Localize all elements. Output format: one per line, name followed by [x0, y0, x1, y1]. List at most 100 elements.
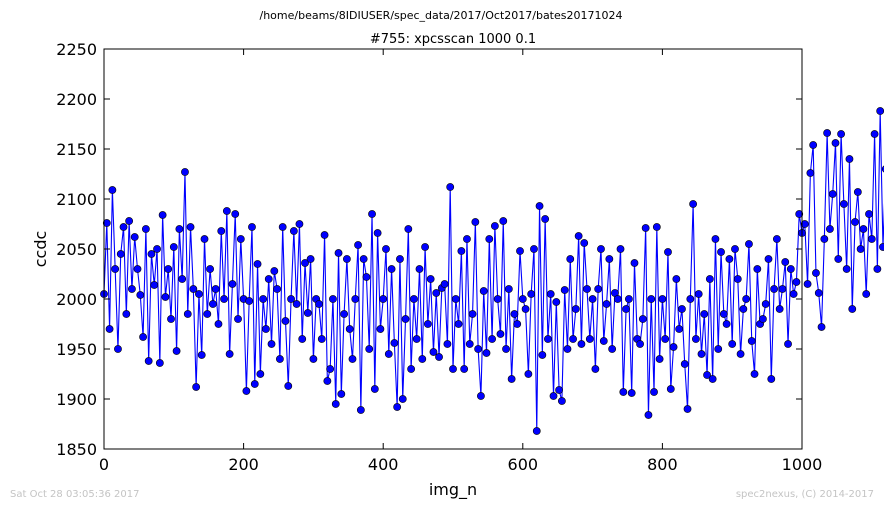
- data-point: [303, 309, 312, 317]
- data-point: [521, 305, 530, 313]
- data-point: [826, 225, 834, 233]
- data-point: [527, 290, 536, 298]
- data-point: [351, 295, 360, 303]
- data-point: [440, 280, 449, 288]
- data-point: [747, 337, 756, 345]
- y-tick-label: 2000: [56, 290, 97, 309]
- data-point: [220, 295, 228, 303]
- data-point: [507, 375, 516, 383]
- data-point: [454, 320, 463, 328]
- data-point: [870, 130, 879, 138]
- data-point: [289, 227, 298, 235]
- data-point: [806, 169, 815, 177]
- data-point: [496, 330, 505, 338]
- data-point: [532, 427, 541, 435]
- data-point: [683, 405, 692, 413]
- data-point: [764, 255, 773, 263]
- data-point: [650, 388, 658, 396]
- data-point: [387, 265, 396, 273]
- data-point: [616, 245, 625, 253]
- data-point: [530, 245, 538, 253]
- data-point: [295, 220, 304, 228]
- data-point: [834, 255, 843, 263]
- data-point: [557, 397, 566, 405]
- data-point: [192, 383, 201, 391]
- data-point: [703, 371, 711, 379]
- data-point: [482, 349, 491, 357]
- data-point: [301, 259, 309, 267]
- data-point: [178, 275, 187, 283]
- x-tick-label: 200: [228, 455, 259, 474]
- data-point: [108, 186, 117, 194]
- data-point: [384, 350, 393, 358]
- data-point: [544, 335, 552, 343]
- data-point: [334, 249, 343, 257]
- data-point: [262, 325, 270, 333]
- data-point: [368, 210, 376, 218]
- data-point: [245, 297, 254, 305]
- data-point: [622, 305, 630, 313]
- data-point: [851, 218, 859, 226]
- data-point: [259, 295, 268, 303]
- data-point: [169, 243, 178, 251]
- data-point: [200, 235, 209, 243]
- data-point: [694, 290, 703, 298]
- data-point: [345, 325, 354, 333]
- data-point: [390, 339, 399, 347]
- data-point: [759, 315, 767, 323]
- data-point: [644, 411, 653, 419]
- data-point: [876, 107, 884, 115]
- data-point: [831, 139, 840, 147]
- data-point: [675, 325, 684, 333]
- data-point: [664, 248, 672, 256]
- data-point: [728, 340, 737, 348]
- plot-frame: [103, 48, 803, 450]
- data-point: [348, 355, 357, 363]
- data-point: [767, 375, 776, 383]
- data-point: [379, 295, 388, 303]
- data-point: [273, 285, 281, 293]
- data-point: [236, 235, 245, 243]
- data-point: [292, 300, 301, 308]
- data-point: [513, 320, 522, 328]
- data-point: [114, 345, 122, 353]
- data-point: [275, 355, 284, 363]
- data-point: [426, 275, 435, 283]
- data-point: [356, 406, 365, 414]
- data-point: [365, 345, 374, 353]
- data-point: [837, 130, 845, 138]
- data-point: [669, 343, 678, 351]
- data-point: [705, 275, 714, 283]
- data-point: [689, 200, 698, 208]
- data-point: [594, 285, 603, 293]
- data-point: [636, 340, 644, 348]
- data-point: [460, 365, 469, 373]
- data-point: [150, 281, 159, 289]
- data-point: [602, 300, 611, 308]
- data-point: [382, 245, 390, 253]
- data-point: [692, 335, 700, 343]
- data-point: [465, 340, 474, 348]
- data-point: [510, 310, 519, 318]
- data-point: [627, 389, 636, 397]
- data-point: [256, 370, 265, 378]
- data-point: [306, 255, 315, 263]
- data-point: [853, 188, 862, 196]
- data-point: [842, 265, 851, 273]
- data-point: [175, 225, 184, 233]
- data-point: [317, 335, 326, 343]
- data-point: [625, 295, 633, 303]
- x-axis-label: img_n: [429, 480, 477, 500]
- data-point: [814, 289, 823, 297]
- data-point: [736, 350, 745, 358]
- data-point: [775, 305, 784, 313]
- data-point: [733, 275, 742, 283]
- y-tick-label: 2050: [56, 240, 97, 259]
- data-point: [102, 219, 111, 227]
- data-point: [323, 377, 332, 385]
- data-point: [432, 289, 441, 297]
- data-point: [116, 250, 125, 258]
- data-point: [189, 285, 198, 293]
- data-point: [493, 295, 502, 303]
- data-point: [376, 325, 385, 333]
